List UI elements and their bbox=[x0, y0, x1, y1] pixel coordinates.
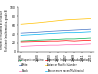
Y-axis label: Percent of students at or above
Proficient (mathematics, grade 8): Percent of students at or above Proficie… bbox=[0, 9, 9, 51]
Legend: Hispanic or Latino, White, Black, American Indian or Alaska Native, Asian or Pac: Hispanic or Latino, White, Black, Americ… bbox=[19, 58, 89, 73]
